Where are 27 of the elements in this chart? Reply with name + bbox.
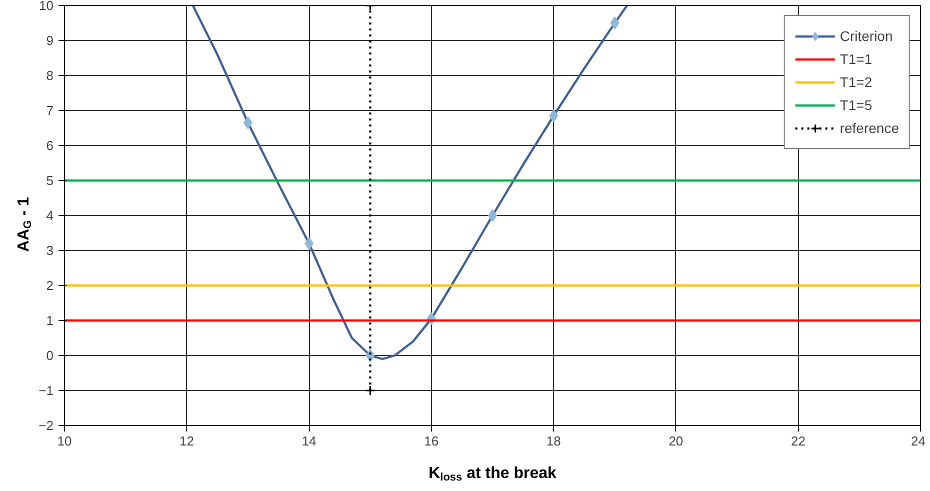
- x-tick-label: 10: [57, 434, 72, 448]
- y-tick-label: −2: [38, 418, 54, 433]
- y-tick-label: −1: [38, 383, 54, 398]
- y-tick-label: 5: [46, 173, 54, 188]
- y-tick-label: 4: [46, 208, 54, 223]
- x-tick-label: 22: [790, 434, 806, 448]
- y-tick-label: 1: [46, 313, 54, 328]
- y-tick-label: 7: [46, 103, 54, 118]
- legend-label: T1=2: [840, 74, 872, 90]
- x-tick-label: 24: [911, 434, 926, 448]
- y-tick-label: 6: [46, 138, 54, 153]
- y-axis-title: AAG - 1: [16, 197, 34, 252]
- y-tick-label: 9: [46, 33, 54, 48]
- legend-label: T1=1: [840, 51, 872, 67]
- x-tick-label: 18: [546, 434, 561, 448]
- legend-label: reference: [840, 120, 899, 136]
- x-tick-label: 20: [668, 434, 684, 448]
- x-tick-label: 16: [424, 434, 439, 448]
- y-tick-label: 3: [46, 243, 54, 258]
- legend-label: T1=5: [840, 97, 872, 113]
- legend-label: Criterion: [840, 28, 893, 44]
- y-tick-label: 2: [46, 278, 54, 293]
- y-tick-label: 10: [39, 0, 54, 13]
- x-tick-label: 14: [302, 434, 316, 448]
- y-tick-label: 8: [46, 68, 54, 83]
- x-tick-label: 12: [180, 434, 194, 448]
- y-tick-label: 0: [46, 348, 54, 363]
